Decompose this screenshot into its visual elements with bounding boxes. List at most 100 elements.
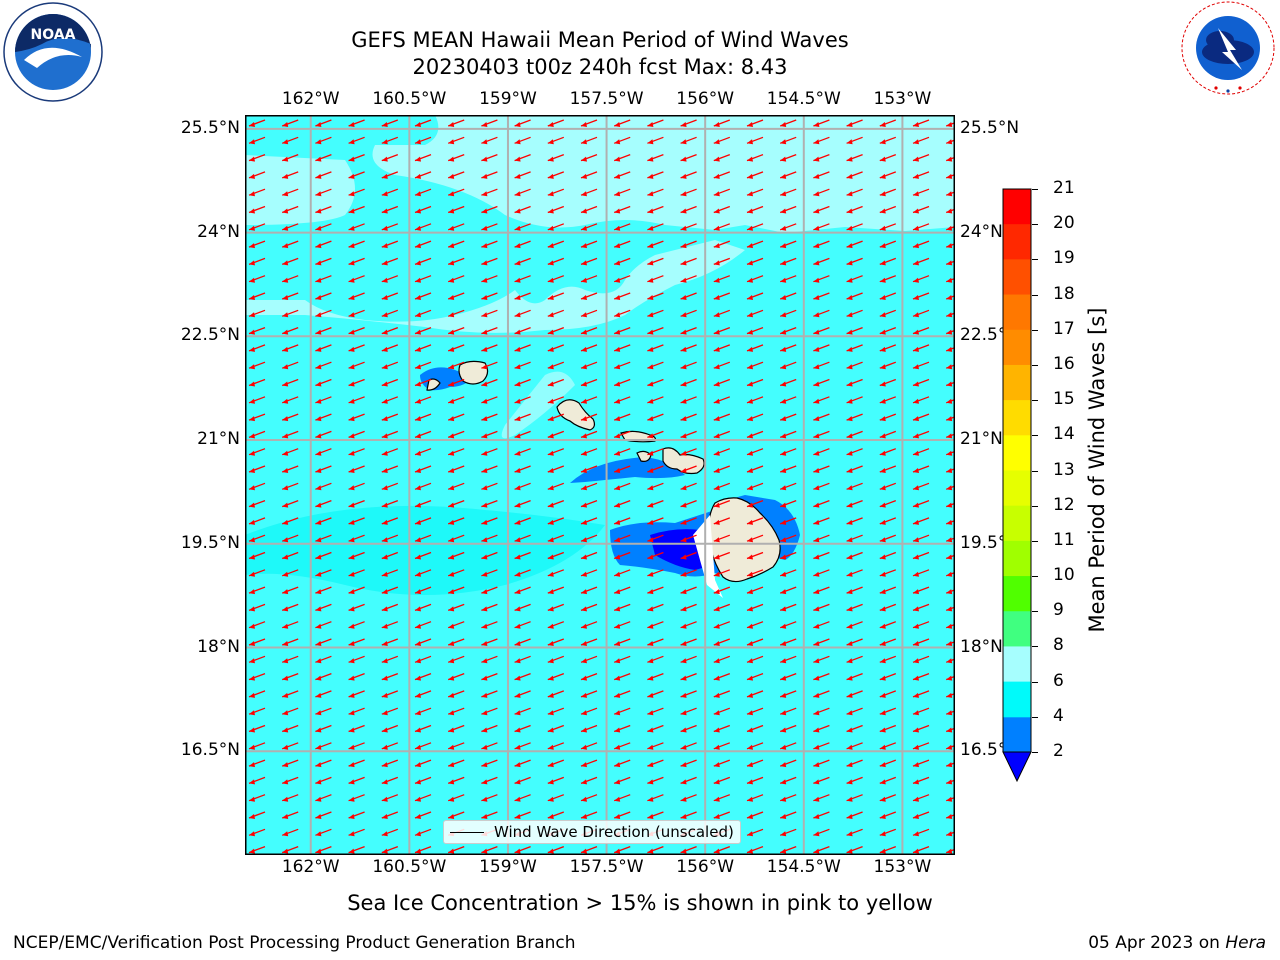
wind-arrow: [779, 690, 797, 698]
colorbar-cell: [1003, 716, 1031, 753]
wind-arrow: [281, 742, 299, 750]
wind-arrow: [580, 811, 598, 819]
wind-arrow: [746, 828, 764, 837]
wind-arrow: [912, 776, 930, 785]
wind-arrow: [580, 275, 598, 283]
lon-label-top: 162°W: [281, 89, 340, 109]
wind-arrow: [680, 742, 697, 750]
wind-arrow: [447, 534, 465, 543]
wind-arrow: [779, 188, 797, 197]
colorbar-cell: [1003, 329, 1031, 366]
wind-arrow: [414, 621, 432, 629]
wind-arrow: [813, 672, 830, 681]
wind-arrow: [315, 551, 332, 560]
wind-arrow: [779, 275, 797, 283]
wind-arrow: [647, 603, 664, 612]
wind-arrow: [447, 776, 465, 785]
wind-arrow: [248, 828, 266, 837]
wind-arrow: [846, 292, 863, 300]
wind-arrow: [912, 603, 930, 612]
wind-arrow: [481, 551, 498, 560]
wind-arrow: [846, 119, 863, 127]
wind-arrow: [447, 396, 465, 404]
wind-arrow: [481, 292, 498, 300]
wind-arrow: [912, 482, 930, 491]
wind-arrow: [746, 448, 764, 456]
wind-arrow: [713, 292, 731, 300]
wind-arrow: [547, 136, 565, 145]
wind-arrow: [281, 136, 299, 145]
wind-arrow: [248, 378, 266, 387]
wind-arrow: [680, 724, 697, 733]
wind-arrow: [514, 275, 531, 283]
wind-arrow: [414, 257, 432, 266]
wind-arrow: [447, 326, 465, 335]
wind-arrow: [381, 326, 399, 335]
wind-arrow: [514, 465, 531, 473]
wind-arrow: [248, 603, 266, 612]
wind-arrow: [647, 742, 664, 750]
footer-producer: NCEP/EMC/Verification Post Processing Pr…: [13, 933, 576, 953]
wind-arrow: [746, 119, 764, 127]
sea-ice-note: Sea Ice Concentration > 15% is shown in …: [347, 891, 933, 915]
wind-arrow: [879, 534, 897, 543]
wind-arrow: [813, 586, 830, 595]
wind-arrow: [713, 171, 731, 179]
wind-arrow: [315, 672, 332, 681]
wind-arrow: [846, 361, 863, 370]
period-band-6s: [245, 505, 605, 595]
wind-arrow: [647, 655, 664, 664]
wind-arrow: [713, 621, 731, 629]
wind-arrow: [580, 655, 598, 664]
wind-arrow: [315, 205, 332, 214]
wind-arrow: [680, 655, 697, 664]
wind-arrow: [680, 378, 697, 387]
wind-arrow: [613, 136, 631, 145]
wind-arrow: [514, 638, 531, 646]
wind-arrow: [912, 690, 930, 698]
wind-arrow: [481, 845, 498, 854]
wind-arrow: [315, 621, 332, 629]
wind-arrow: [779, 257, 797, 266]
wind-arrow: [281, 326, 299, 335]
wind-arrow: [281, 794, 299, 802]
wind-arrow: [813, 344, 830, 352]
wind-arrow: [912, 811, 930, 819]
wind-arrow: [381, 638, 399, 646]
wind-arrow: [647, 240, 664, 249]
wind-arrow: [713, 257, 731, 266]
wind-arrow: [447, 223, 465, 231]
wind-arrow: [647, 292, 664, 300]
wind-arrow: [514, 223, 531, 231]
wind-arrow: [315, 292, 332, 300]
wind-arrow: [879, 517, 897, 525]
wind-arrow: [746, 621, 764, 629]
wind-arrow: [846, 430, 863, 439]
wind-arrow: [580, 690, 598, 698]
wind-arrow: [514, 326, 531, 335]
lon-label-top: 156°W: [676, 89, 735, 109]
footer-date-text: 05 Apr 2023 on: [1088, 933, 1226, 953]
wind-arrow: [381, 223, 399, 231]
wind-arrow: [813, 482, 830, 491]
wind-arrow: [547, 517, 565, 525]
wind-arrow: [547, 811, 565, 819]
wind-arrow: [879, 776, 897, 785]
wind-arrow: [315, 136, 332, 145]
wind-arrow: [414, 361, 432, 370]
wind-arrow: [912, 344, 930, 352]
wind-arrow: [281, 724, 299, 733]
wind-arrow: [315, 309, 332, 318]
wind-arrow: [779, 742, 797, 750]
wind-arrow: [281, 275, 299, 283]
wind-arrow: [315, 482, 332, 491]
wind-arrow: [779, 845, 797, 854]
wind-arrow: [547, 759, 565, 768]
wind-arrow: [813, 811, 830, 819]
colorbar-cell: [1003, 294, 1031, 331]
wind-arrow: [248, 845, 266, 854]
wind-arrow: [912, 136, 930, 145]
wind-arrow: [348, 517, 365, 525]
wind-arrow: [746, 482, 764, 491]
wind-arrow: [713, 223, 731, 231]
